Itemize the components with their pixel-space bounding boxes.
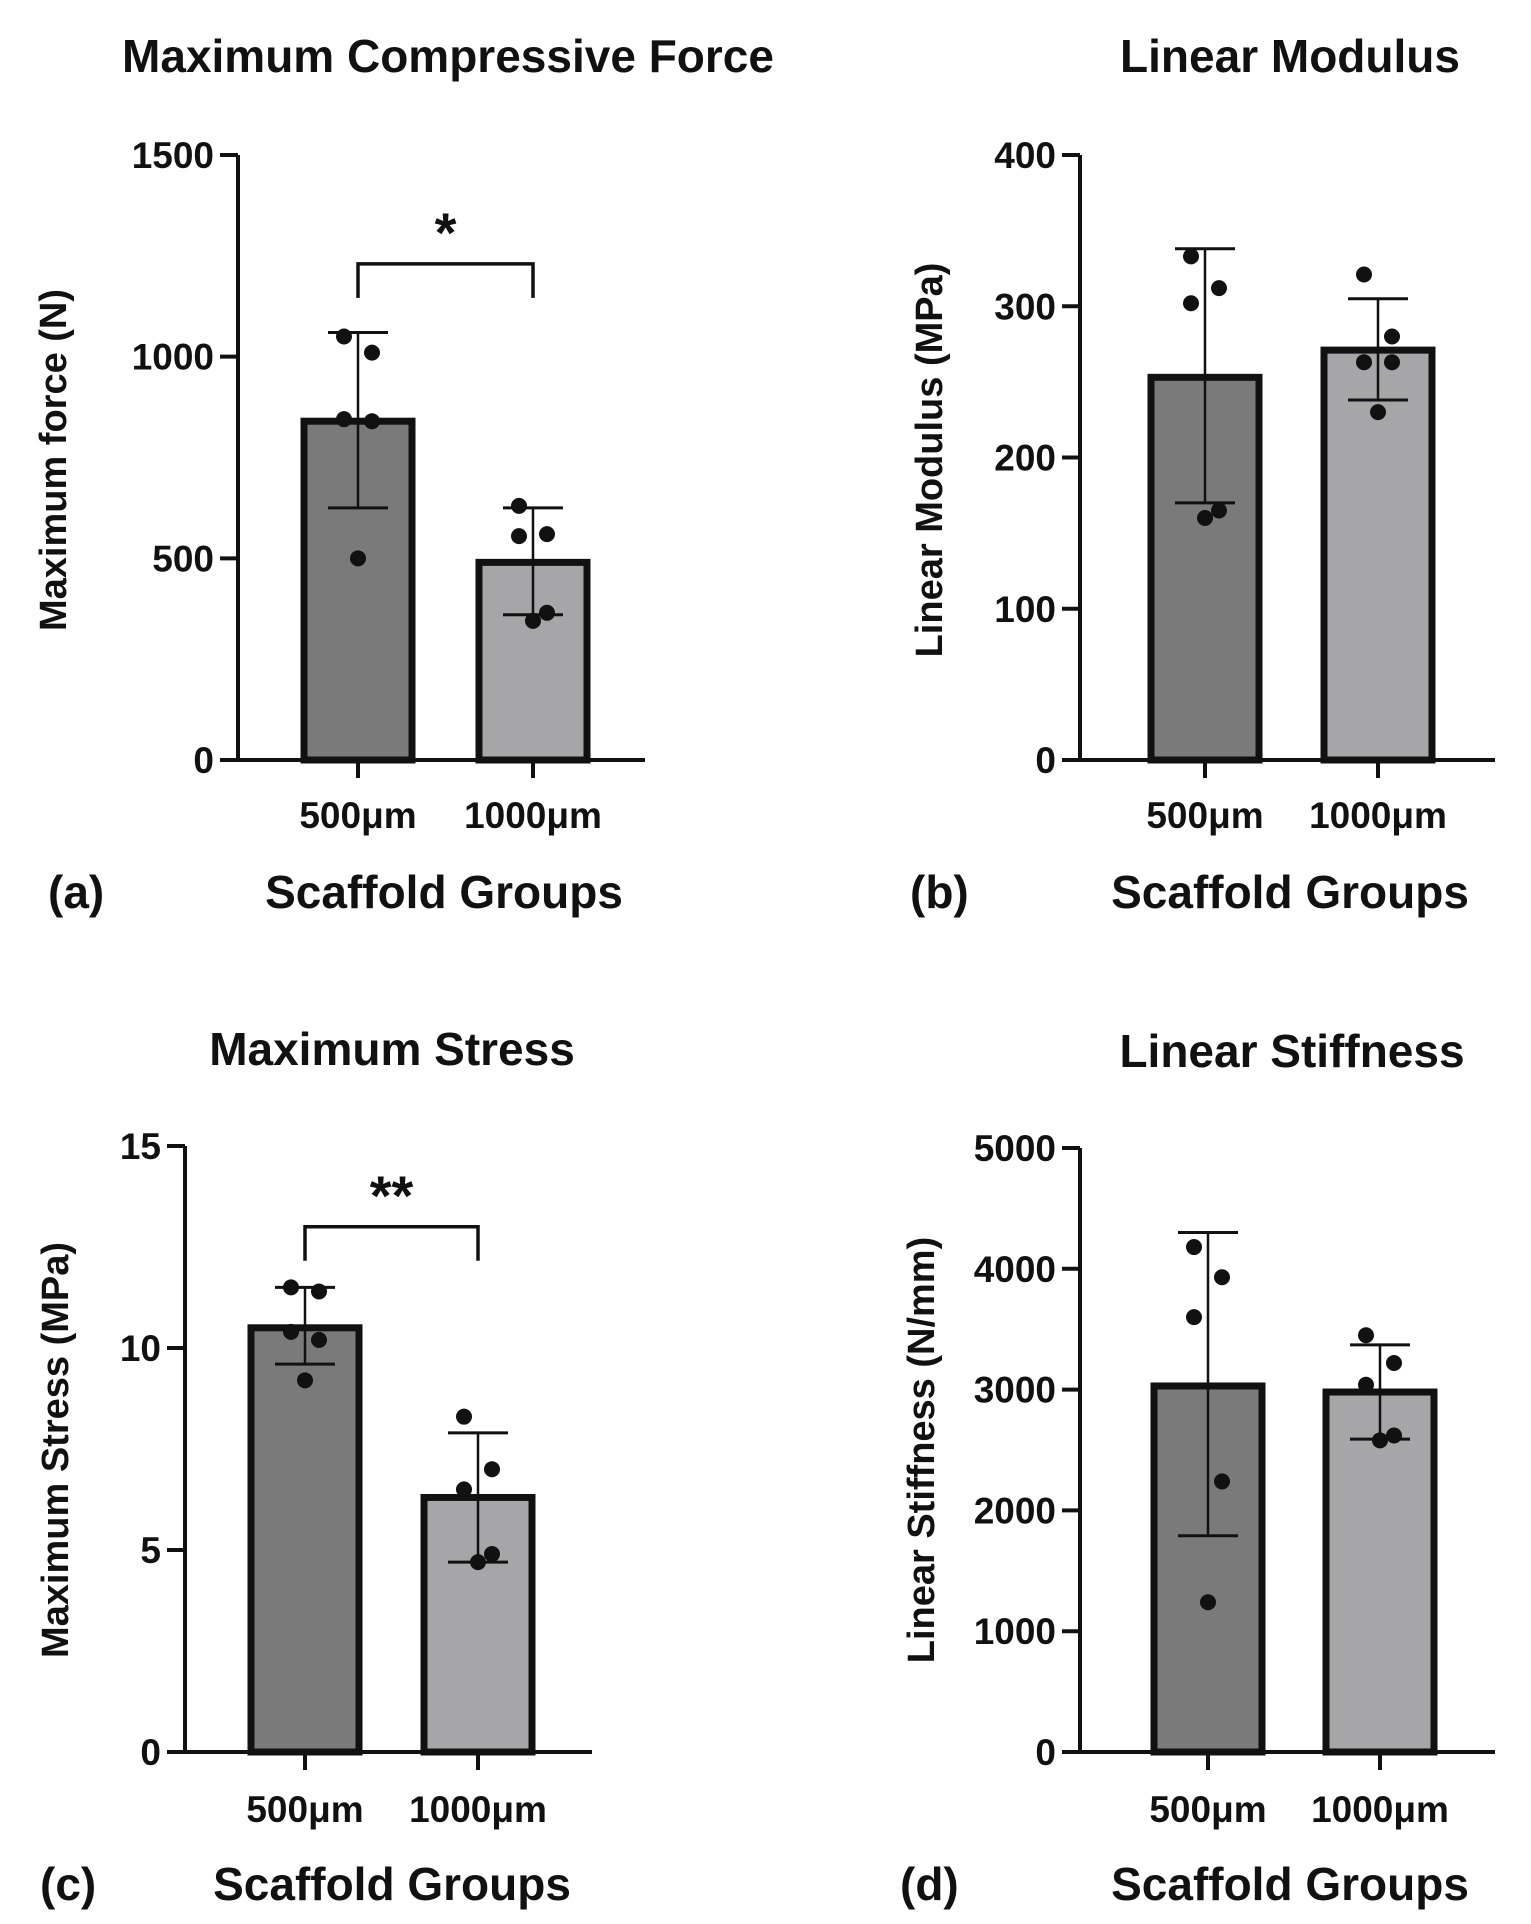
data-point (1384, 328, 1400, 345)
data-point (511, 497, 527, 514)
x-axis-label: Scaffold Groups (1111, 866, 1469, 918)
data-point (1386, 1427, 1402, 1444)
y-tick-label: 5 (140, 1530, 161, 1571)
data-point (1358, 1327, 1374, 1344)
data-point (539, 604, 555, 621)
data-point (539, 526, 555, 543)
chart-panel-b: Linear Modulus 0 100 200 300 400 500μm 1000μm Li… (909, 30, 1495, 918)
data-point (283, 1279, 299, 1296)
x-axis-label: Scaffold Groups (1111, 1858, 1469, 1910)
data-point (1372, 1432, 1388, 1449)
panel-label: (b) (910, 866, 969, 918)
x-axis-label: Scaffold Groups (265, 866, 623, 918)
data-point (311, 1331, 327, 1348)
data-point (297, 1372, 313, 1389)
data-point (1183, 248, 1199, 265)
data-point (1214, 1269, 1230, 1286)
y-axis-label: Maximum Stress (MPa) (35, 1242, 77, 1658)
data-point (511, 528, 527, 545)
data-point (456, 1481, 472, 1498)
y-tick-label: 1000 (132, 337, 214, 378)
y-tick-label: 300 (994, 286, 1056, 327)
chart-panel-a: Maximum Compressive Force 0 500 1000 1500 500… (33, 30, 774, 918)
y-tick-label: 400 (994, 135, 1056, 176)
data-point (1214, 1473, 1230, 1490)
y-tick-label: 0 (1035, 1732, 1056, 1773)
data-point (1370, 404, 1386, 421)
y-tick-label: 3000 (974, 1370, 1056, 1411)
data-point (1211, 280, 1227, 297)
data-point (1356, 354, 1372, 371)
data-point (1384, 354, 1400, 371)
significance-marker: * (435, 201, 457, 264)
significance-marker: ** (370, 1164, 414, 1227)
y-tick-label: 5000 (974, 1128, 1056, 1169)
bar-500um (247, 1324, 363, 1756)
panel-label: (c) (40, 1858, 96, 1910)
significance-bracket (356, 262, 535, 298)
data-point (1183, 295, 1199, 312)
y-axis-label: Maximum force (N) (33, 289, 75, 631)
data-point (336, 411, 352, 428)
data-point (1200, 1594, 1216, 1611)
x-tick-label: 1000μm (1311, 1789, 1449, 1830)
y-tick-label: 10 (120, 1328, 161, 1369)
y-tick-label: 500 (152, 538, 214, 579)
data-point (1356, 266, 1372, 283)
x-tick-label: 1000μm (1309, 795, 1447, 836)
chart-title: Maximum Stress (209, 1023, 575, 1075)
y-tick-label: 15 (120, 1126, 161, 1167)
y-tick-label: 200 (994, 438, 1056, 479)
y-tick-label: 0 (140, 1732, 161, 1773)
chart-title: Linear Modulus (1120, 30, 1460, 82)
y-tick-label: 4000 (974, 1249, 1056, 1290)
data-point (484, 1546, 500, 1563)
y-tick-label: 100 (994, 589, 1056, 630)
panel-label: (a) (48, 866, 104, 918)
chart-title: Linear Stiffness (1119, 1025, 1464, 1077)
bar-1000um (1322, 1388, 1438, 1756)
y-tick-label: 0 (193, 740, 214, 781)
chart-panel-c: Maximum Stress 0 5 10 15 500μm 1000μm ** Maximum… (35, 1023, 592, 1910)
y-axis-label: Linear Stiffness (N/mm) (901, 1237, 943, 1664)
y-tick-label: 0 (1035, 740, 1056, 781)
data-point (456, 1408, 472, 1425)
panel-label: (d) (900, 1858, 959, 1910)
y-tick-label: 2000 (974, 1490, 1056, 1531)
data-point (1358, 1376, 1374, 1393)
x-tick-label: 500μm (1146, 795, 1263, 836)
significance-bracket (303, 1225, 480, 1261)
x-tick-label: 1000μm (409, 1789, 547, 1830)
x-axis-label: Scaffold Groups (213, 1858, 571, 1910)
data-point (1186, 1239, 1202, 1256)
y-tick-label: 1500 (132, 135, 214, 176)
chart-title: Maximum Compressive Force (122, 30, 774, 82)
data-point (484, 1461, 500, 1478)
y-tick-label: 1000 (974, 1611, 1056, 1652)
data-point (364, 344, 380, 361)
chart-panel-d: Linear Stiffness 0 1000 2000 3000 4000 5000 500… (900, 1025, 1495, 1910)
x-tick-label: 1000μm (464, 795, 602, 836)
data-point (1186, 1309, 1202, 1326)
data-point (350, 550, 366, 567)
data-point (311, 1283, 327, 1300)
data-point (1197, 510, 1213, 526)
x-tick-label: 500μm (246, 1789, 363, 1830)
y-axis-label: Linear Modulus (MPa) (909, 263, 951, 658)
data-point (364, 413, 380, 430)
x-tick-label: 500μm (1149, 1789, 1266, 1830)
data-point (283, 1323, 299, 1340)
data-point (525, 612, 541, 629)
data-point (336, 328, 352, 345)
data-point (1211, 502, 1227, 519)
data-point (1386, 1355, 1402, 1372)
x-tick-label: 500μm (299, 795, 416, 836)
bar-500um (1147, 373, 1263, 764)
data-point (470, 1554, 486, 1571)
